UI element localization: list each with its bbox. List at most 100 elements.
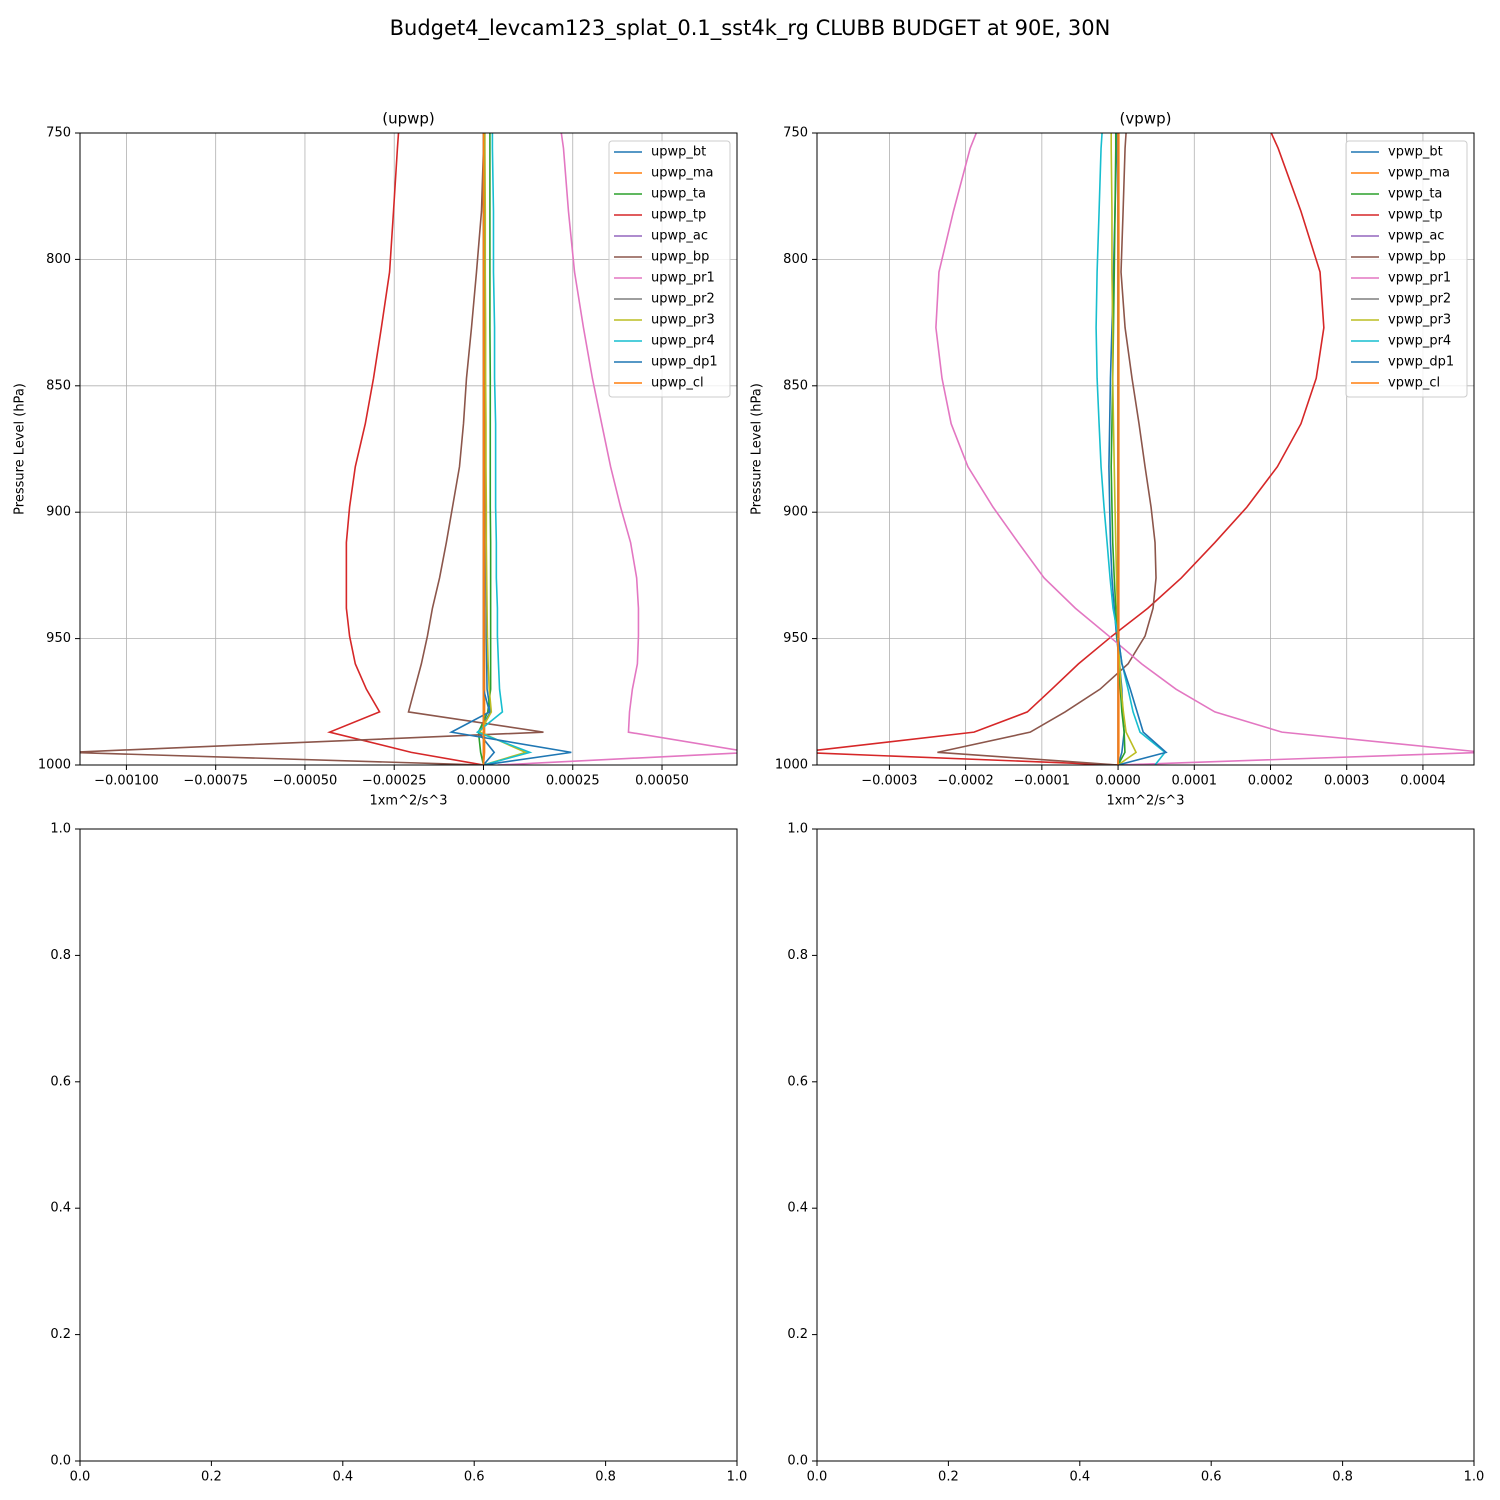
series-line [478, 133, 528, 765]
legend-label: vpwp_ta [1388, 187, 1442, 202]
axes-frame [79, 132, 738, 766]
y-tick-label: 0.4 [787, 1201, 808, 1216]
y-tick-label: 900 [783, 505, 808, 520]
y-tick-label: 1.0 [787, 822, 808, 837]
y-tick-label: 0.6 [50, 1074, 71, 1089]
figure-title: Budget4_levcam123_splat_0.1_sst4k_rg CLU… [390, 16, 1111, 41]
series-line [327, 133, 484, 765]
legend-label: upwp_bp [651, 250, 709, 265]
y-tick-label: 1000 [38, 758, 71, 773]
axes-frame [816, 132, 1475, 766]
y-tick-label: 850 [46, 378, 71, 393]
legend-label: vpwp_bp [1388, 250, 1446, 265]
legend-label: vpwp_tp [1388, 208, 1443, 223]
legend-label: vpwp_ac [1388, 229, 1444, 244]
legend-label: upwp_pr1 [651, 271, 715, 286]
x-tick-label: 0.6 [1201, 1470, 1222, 1485]
series-line [448, 133, 572, 765]
y-tick-label: 0.0 [50, 1454, 71, 1469]
x-tick-label: 0.00025 [546, 774, 600, 789]
x-tick-label: 0.0 [807, 1470, 828, 1485]
legend-label: vpwp_pr4 [1388, 334, 1451, 349]
legend-label: upwp_ac [651, 229, 708, 244]
series-line [1095, 133, 1167, 765]
legend-label: upwp_bt [651, 145, 706, 160]
y-tick-label: 0.4 [50, 1201, 71, 1216]
series-line [935, 133, 1474, 765]
legend: vpwp_bt vpwp_ma vpwp_ta vpwp_tp vpwp_ac vpwp_… [1345, 140, 1468, 398]
series-line [817, 133, 1325, 765]
y-tick-label: 0.0 [787, 1454, 808, 1469]
x-tick-label: 1.0 [1464, 1470, 1485, 1485]
x-tick-label: 0.6 [464, 1470, 485, 1485]
y-tick-label: 0.2 [787, 1327, 808, 1342]
subplot-title: (vpwp) [1120, 110, 1172, 128]
y-tick-label: 1.0 [50, 822, 71, 837]
axes: 0.0 0.2 0.4 0.6 0.8 1.0 0.0 0.2 0.4 0.6 0.8 1.0 [787, 822, 1484, 1485]
series-line [80, 133, 544, 765]
plot-area [80, 133, 737, 765]
y-axis-label: Pressure Level (hPa) [750, 383, 765, 515]
x-tick-label: 0.0000 [1095, 774, 1141, 789]
x-tick-label: −0.00050 [273, 774, 338, 789]
series-line [1110, 133, 1138, 765]
x-tick-label: −0.00025 [362, 774, 427, 789]
x-tick-label: −0.00100 [94, 774, 159, 789]
y-tick-label: 0.6 [787, 1074, 808, 1089]
axes: −0.00100 −0.00075 −0.00050 −0.00025 0.00000 0… [13, 110, 738, 809]
x-tick-label: 0.8 [595, 1470, 616, 1485]
x-tick-label: 0.0004 [1400, 774, 1446, 789]
x-tick-label: −0.0002 [937, 774, 993, 789]
axes-frame [79, 828, 738, 1462]
legend-label: upwp_cl [651, 376, 704, 391]
x-tick-label: 0.4 [1069, 1470, 1090, 1485]
legend-label: upwp_ma [651, 166, 714, 181]
x-axis-label: 1xm^2/s^3 [369, 794, 447, 809]
x-tick-label: 0.0001 [1172, 774, 1218, 789]
y-tick-label: 800 [46, 252, 71, 267]
x-tick-label: 0.0002 [1248, 774, 1294, 789]
x-axis-label: 1xm^2/s^3 [1106, 794, 1184, 809]
axes-frame [816, 828, 1475, 1462]
y-tick-label: 800 [783, 252, 808, 267]
y-tick-label: 950 [783, 631, 808, 646]
y-tick-label: 1000 [775, 758, 808, 773]
x-tick-label: −0.0001 [1014, 774, 1070, 789]
y-tick-label: 0.8 [787, 948, 808, 963]
legend: upwp_bt upwp_ma upwp_ta upwp_tp upwp_ac upwp_… [608, 140, 731, 398]
x-tick-label: 0.2 [938, 1470, 959, 1485]
x-tick-label: 1.0 [727, 1470, 748, 1485]
y-tick-label: 900 [46, 505, 71, 520]
axes: 0.0 0.2 0.4 0.6 0.8 1.0 0.0 0.2 0.4 0.6 0.8 1.0 [50, 822, 747, 1485]
series-line [477, 133, 492, 765]
legend-label: vpwp_pr2 [1388, 292, 1451, 307]
x-tick-label: 0.00050 [635, 774, 689, 789]
y-tick-label: 750 [46, 126, 71, 141]
y-tick-label: 0.8 [50, 948, 71, 963]
y-tick-label: 0.2 [50, 1327, 71, 1342]
x-tick-label: 0.0003 [1324, 774, 1370, 789]
axes: −0.0003 −0.0002 −0.0001 0.0000 0.0001 0.0002 0… [750, 110, 1475, 809]
legend-label: vpwp_pr1 [1388, 271, 1451, 286]
x-tick-label: 0.4 [332, 1470, 353, 1485]
legend-label: vpwp_bt [1388, 145, 1443, 160]
legend-label: upwp_pr4 [651, 334, 715, 349]
subplot-title: (upwp) [382, 110, 435, 128]
legend-box [608, 140, 731, 398]
legend-label: upwp_pr3 [651, 313, 715, 328]
x-tick-label: −0.0003 [861, 774, 917, 789]
series-line [497, 133, 737, 765]
series-line [475, 133, 533, 765]
x-tick-label: 0.2 [201, 1470, 222, 1485]
legend-label: upwp_ta [651, 187, 706, 202]
legend-label: vpwp_cl [1388, 376, 1440, 391]
legend-label: vpwp_ma [1388, 166, 1450, 181]
legend-label: vpwp_dp1 [1388, 355, 1454, 370]
legend-label: upwp_pr2 [651, 292, 715, 307]
legend-label: vpwp_pr3 [1388, 313, 1451, 328]
x-tick-label: −0.00075 [183, 774, 248, 789]
legend-label: upwp_dp1 [651, 355, 718, 370]
series-line [937, 133, 1157, 765]
x-tick-label: 0.00000 [457, 774, 511, 789]
